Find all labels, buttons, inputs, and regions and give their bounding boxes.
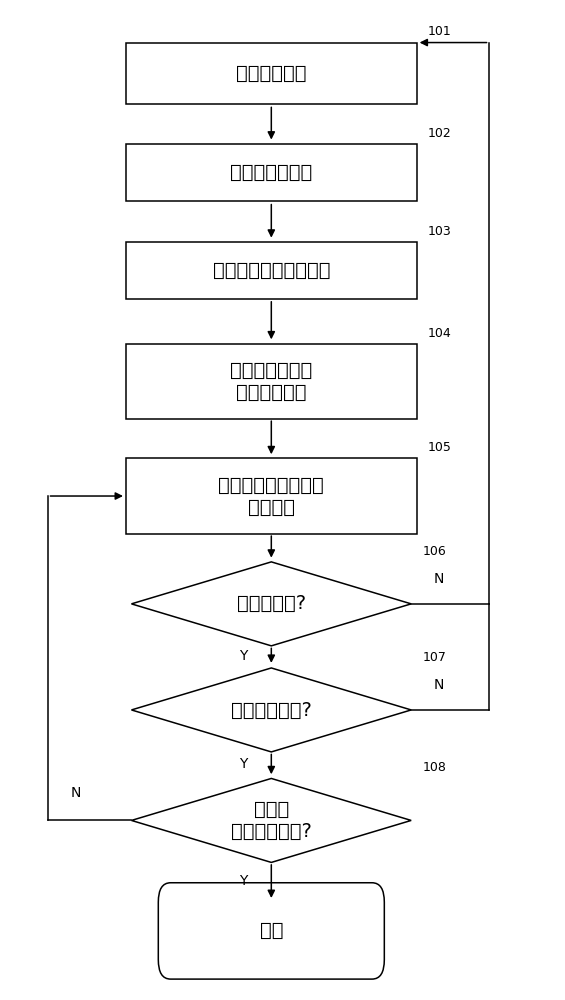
- Text: N: N: [434, 678, 444, 692]
- Text: 103: 103: [428, 225, 451, 238]
- Text: 107: 107: [423, 651, 446, 664]
- Text: 斜率为正数?: 斜率为正数?: [237, 594, 306, 613]
- Text: 105: 105: [428, 441, 452, 454]
- Text: 106: 106: [423, 545, 446, 558]
- FancyBboxPatch shape: [126, 344, 417, 419]
- Text: 104: 104: [428, 327, 451, 340]
- Polygon shape: [132, 668, 411, 752]
- FancyBboxPatch shape: [126, 144, 417, 201]
- Text: 建立顶盖模型: 建立顶盖模型: [236, 64, 307, 83]
- FancyBboxPatch shape: [126, 242, 417, 299]
- Text: Y: Y: [239, 757, 247, 771]
- Text: 执行完
所有统计结果?: 执行完 所有统计结果?: [231, 800, 312, 841]
- Text: 建立三维坐标系: 建立三维坐标系: [230, 163, 312, 182]
- FancyBboxPatch shape: [158, 883, 384, 979]
- Text: 108: 108: [423, 761, 446, 774]
- Text: Y: Y: [239, 649, 247, 663]
- Text: N: N: [70, 786, 81, 800]
- Text: 101: 101: [428, 25, 451, 38]
- FancyBboxPatch shape: [126, 458, 417, 534]
- Text: 读取一个统计结果并
绘制曲线: 读取一个统计结果并 绘制曲线: [219, 476, 324, 517]
- Text: 进行加载测试并
记录统计结果: 进行加载测试并 记录统计结果: [230, 361, 312, 402]
- Text: Y: Y: [239, 874, 247, 888]
- Text: 102: 102: [428, 127, 451, 140]
- FancyBboxPatch shape: [126, 43, 417, 104]
- Polygon shape: [132, 778, 411, 862]
- Text: 在目标范围内?: 在目标范围内?: [231, 700, 312, 719]
- Text: 结束: 结束: [259, 921, 283, 940]
- Text: N: N: [434, 572, 444, 586]
- Text: 确定加载点位置和数量: 确定加载点位置和数量: [212, 261, 330, 280]
- Polygon shape: [132, 562, 411, 646]
